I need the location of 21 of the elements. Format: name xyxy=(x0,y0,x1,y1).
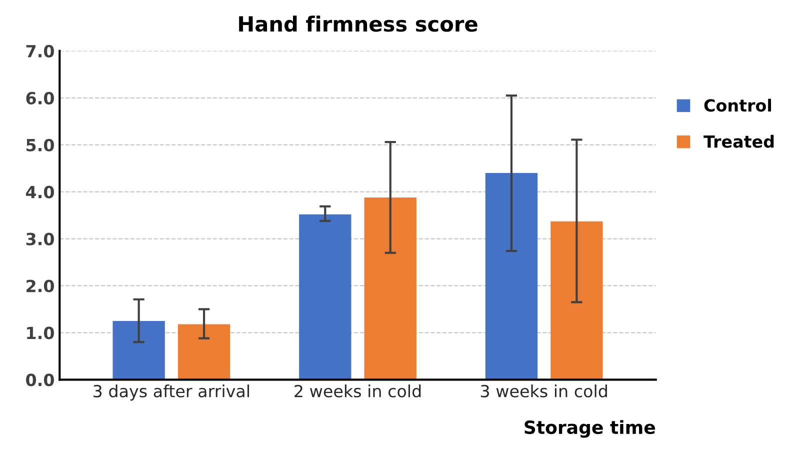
y-tick-label: 7.0 xyxy=(26,44,54,58)
bar xyxy=(299,214,352,380)
legend-label: Control xyxy=(704,98,771,112)
x-tick-label: 3 days after arrival xyxy=(94,384,249,401)
y-tick-label: 0.0 xyxy=(26,374,54,386)
bar xyxy=(485,173,538,380)
bar xyxy=(364,197,416,380)
y-tick-label: 1.0 xyxy=(27,326,54,340)
chart-title: Hand firmness score xyxy=(239,16,478,32)
x-axis-title: Storage time xyxy=(524,420,655,438)
bar xyxy=(178,324,230,380)
legend-label: Treated xyxy=(704,134,774,148)
bar xyxy=(550,221,603,380)
x-tick-label: 3 weeks in cold xyxy=(480,384,607,398)
y-tick-label: 6.0 xyxy=(26,92,54,104)
y-tick-label: 2.0 xyxy=(26,280,54,292)
y-tick-label: 3.0 xyxy=(26,232,54,246)
x-tick-label: 2 weeks in cold xyxy=(294,384,421,398)
y-tick-label: 4.0 xyxy=(26,186,54,198)
y-tick-label: 5.0 xyxy=(26,138,54,152)
bar xyxy=(112,320,165,380)
